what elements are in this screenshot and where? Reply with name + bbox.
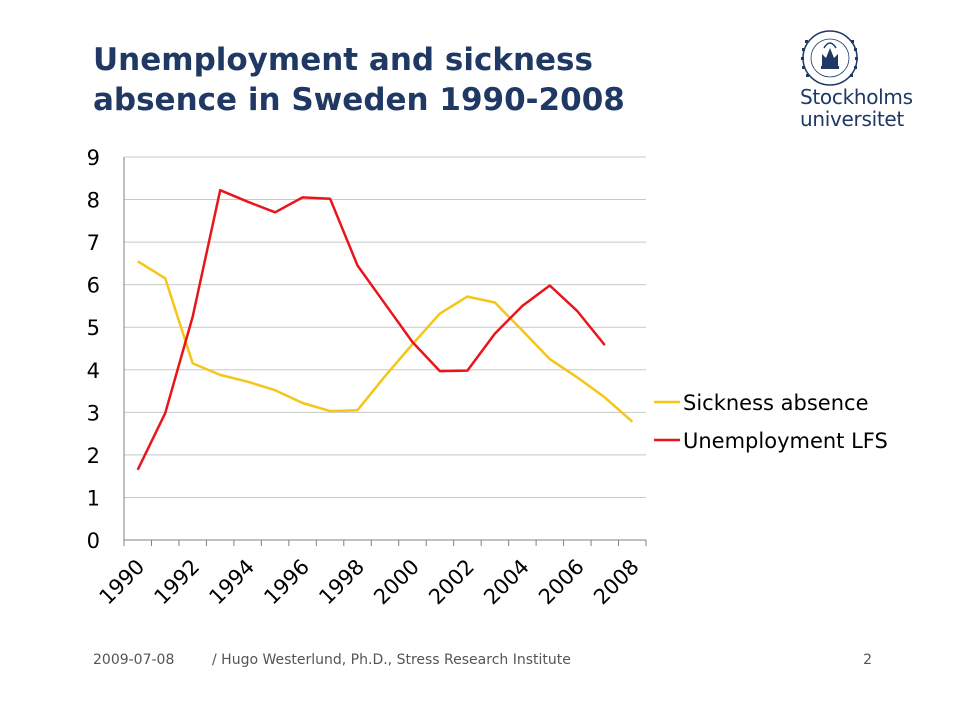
x-axis-tick-labels: 1990 1992 1994 1996 1998 2000 2002 2004 2006 2008 [95,555,644,610]
y-tick-label: 4 [87,359,100,383]
page-number: 2 [863,652,872,668]
y-tick-label: 3 [87,401,100,425]
wordmark-line-2: universitet [800,107,904,131]
chart-axes [123,157,647,546]
series-line-2 [136,188,606,471]
x-tick-label: 2008 [589,555,644,610]
x-tick-label: 2002 [424,555,479,610]
x-tick-label: 2006 [534,555,589,610]
legend-label-2: Unemployment LFS [683,429,888,453]
x-tick-label: 1998 [314,555,369,610]
series-line-1 [137,260,634,423]
slide-footer: 2009-07-08 / Hugo Westerlund, Ph.D., Str… [0,652,960,672]
chart-legend: Sickness absence Unemployment LFS [654,391,888,453]
footer-date: 2009-07-08 [93,652,175,668]
x-tick-label: 2004 [479,555,534,610]
x-tick-label: 2000 [369,555,424,610]
legend-label-1: Sickness absence [683,391,869,415]
wordmark-line-1: Stockholms [800,85,913,109]
y-tick-label: 1 [87,486,100,510]
x-tick-label: 1992 [149,555,204,610]
y-tick-label: 9 [87,146,100,170]
y-axis-tick-labels: 0 1 2 3 4 5 6 7 8 9 [87,146,100,553]
y-tick-label: 2 [87,444,100,468]
x-tick-label: 1994 [204,555,259,610]
university-wordmark: Stockholms universitet [800,86,930,130]
y-tick-label: 8 [87,189,100,213]
y-tick-label: 0 [87,529,100,553]
y-tick-label: 5 [87,316,100,340]
chart-series [136,188,634,471]
footer-credit: / Hugo Westerlund, Ph.D., Stress Researc… [212,652,571,668]
y-tick-label: 7 [87,231,100,255]
x-tick-label: 1996 [259,555,314,610]
y-tick-label: 6 [87,274,100,298]
x-tick-label: 1990 [95,555,150,610]
slide-title: Unemployment and sickness absence in Swe… [93,40,733,120]
chart-grid [124,156,646,498]
slide-title-line-1: Unemployment and sickness [93,42,593,78]
university-seal-logo [801,30,858,86]
slide-title-line-2: absence in Sweden 1990-2008 [93,82,625,118]
